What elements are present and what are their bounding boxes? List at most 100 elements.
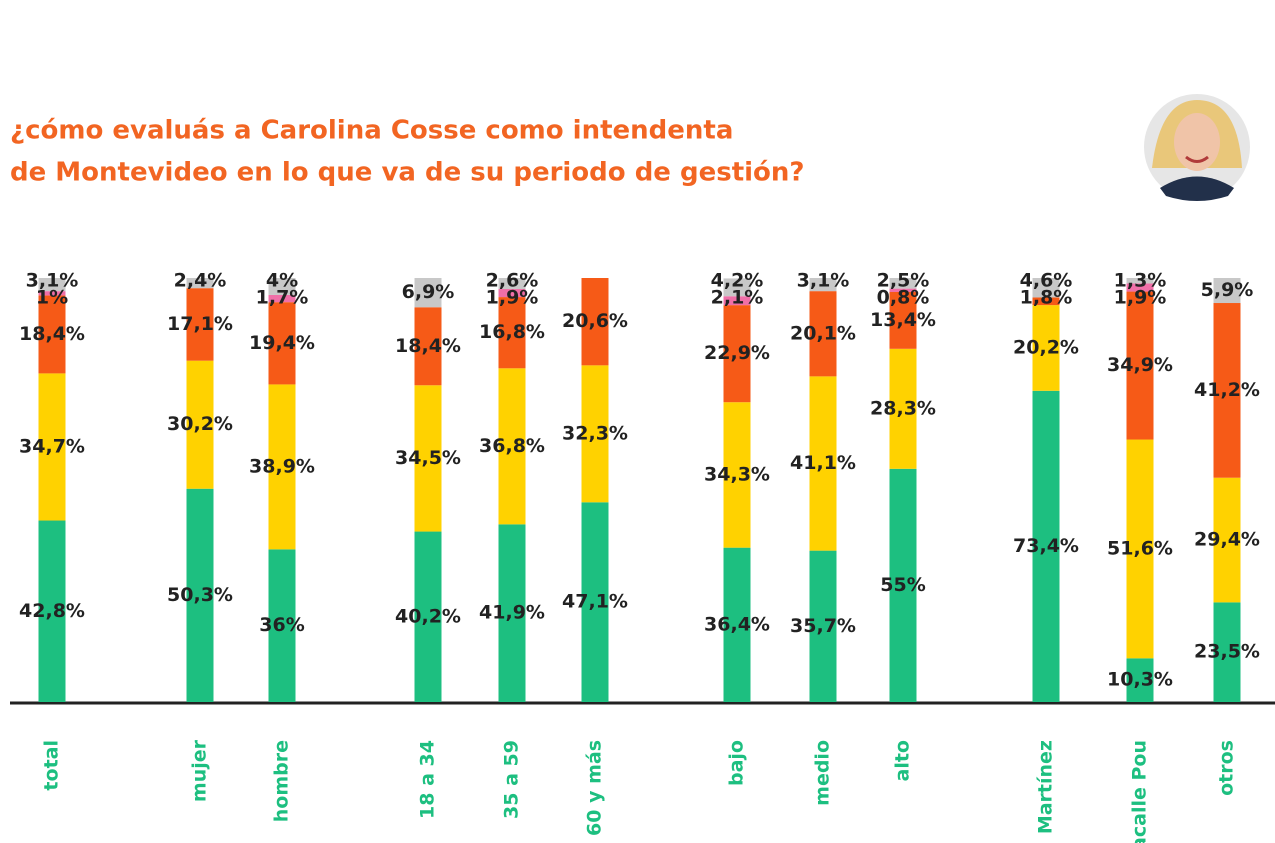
- value-label: 32,3%: [562, 422, 628, 444]
- value-label: 34,5%: [395, 447, 461, 469]
- bar-segment: [581, 502, 609, 702]
- value-label: 3,1%: [797, 270, 850, 292]
- value-label: 1,8%: [1020, 287, 1073, 309]
- value-label: 22,9%: [704, 342, 770, 364]
- bar-segment: [723, 296, 751, 306]
- value-label: 1%: [36, 287, 68, 309]
- bar-segment: [889, 291, 917, 349]
- bar-segment: [268, 549, 296, 702]
- bar-segment: [38, 520, 66, 702]
- bar-segment: [809, 291, 837, 377]
- bar-segment: [1213, 602, 1241, 702]
- value-label: 6,9%: [402, 281, 455, 303]
- bar-segment: [1126, 439, 1154, 659]
- bar-segment: [268, 302, 296, 385]
- value-label: 51,6%: [1107, 537, 1173, 559]
- value-label: 20,6%: [562, 310, 628, 332]
- value-label: 4%: [266, 270, 298, 292]
- bar-segment: [186, 278, 214, 289]
- bar-segment: [1032, 297, 1060, 306]
- bar-segment: [1213, 477, 1241, 603]
- value-label: 5,9%: [1201, 279, 1254, 301]
- bar-segment: [268, 294, 296, 303]
- bar-segment: [268, 384, 296, 550]
- value-label: 17,1%: [167, 313, 233, 335]
- value-label: 41,2%: [1194, 379, 1260, 401]
- x-tick-label: medio: [812, 740, 834, 806]
- value-label: 41,9%: [479, 602, 545, 624]
- bar-segment: [38, 373, 66, 521]
- bar-segment: [1126, 283, 1154, 292]
- bar-segment: [1126, 658, 1154, 702]
- value-label: 50,3%: [167, 584, 233, 606]
- value-label: 34,3%: [704, 463, 770, 485]
- value-label: 34,7%: [19, 435, 85, 457]
- x-tick-label: Lacalle Pou: [1129, 740, 1151, 843]
- bar-segment: [1032, 305, 1060, 391]
- value-label: 20,1%: [790, 322, 856, 344]
- value-label: 16,8%: [479, 321, 545, 343]
- bar-segment: [581, 365, 609, 503]
- x-tick-label: 18 a 34: [417, 740, 439, 819]
- value-label: 29,4%: [1194, 529, 1260, 551]
- value-label: 1,9%: [1114, 287, 1167, 309]
- bar-segment: [414, 278, 442, 308]
- value-label: 1,9%: [486, 287, 539, 309]
- value-label: 38,9%: [249, 455, 315, 477]
- bar-segment: [498, 368, 526, 525]
- bar-segment: [723, 305, 751, 403]
- value-label: 3,1%: [26, 270, 79, 292]
- bar-segment: [498, 289, 526, 298]
- chart-title: de Montevideo en lo que va de su periodo…: [10, 158, 805, 188]
- bar-segment: [889, 468, 917, 702]
- bar-segment: [414, 307, 442, 386]
- bar-segment: [414, 385, 442, 532]
- bar-segment: [268, 278, 296, 295]
- x-tick-label: 35 a 59: [501, 740, 523, 819]
- bar-segment: [723, 402, 751, 548]
- value-label: 42,8%: [19, 600, 85, 622]
- value-label: 55%: [880, 574, 925, 596]
- value-label: 40,2%: [395, 605, 461, 627]
- bar-segment: [186, 488, 214, 702]
- x-tick-label: mujer: [189, 739, 211, 802]
- value-label: 2,6%: [486, 270, 539, 292]
- value-label: 20,2%: [1013, 336, 1079, 358]
- bar-segment: [1126, 278, 1154, 284]
- portrait: [1144, 94, 1250, 201]
- bar-segment: [889, 278, 917, 289]
- value-label: 47,1%: [562, 591, 628, 613]
- value-label: 13,4%: [870, 309, 936, 331]
- value-label: 1,3%: [1114, 270, 1167, 292]
- value-label: 73,4%: [1013, 535, 1079, 557]
- bar-segment: [889, 348, 917, 469]
- value-label: 18,4%: [19, 323, 85, 345]
- bar-segment: [1213, 303, 1241, 478]
- value-label: 28,3%: [870, 397, 936, 419]
- x-tick-label: 60 y más: [584, 740, 606, 836]
- bar-segment: [1126, 291, 1154, 440]
- value-label: 2,5%: [877, 270, 930, 292]
- value-label: 18,4%: [395, 335, 461, 357]
- bar-segment: [498, 278, 526, 290]
- value-label: 35,7%: [790, 615, 856, 637]
- bar-segment: [498, 524, 526, 702]
- bar-segment: [38, 278, 66, 292]
- value-label: 4,2%: [711, 270, 764, 292]
- value-label: 0,8%: [877, 287, 930, 309]
- chart-title: ¿cómo evaluás a Carolina Cosse como inte…: [10, 116, 733, 146]
- bar-segment: [1213, 278, 1241, 304]
- bar-segment: [498, 297, 526, 369]
- value-label: 2,1%: [711, 287, 764, 309]
- x-tick-label: hombre: [271, 740, 293, 822]
- bar-segment: [723, 278, 751, 297]
- x-tick-label: alto: [892, 740, 914, 781]
- bar-segment: [1032, 278, 1060, 298]
- x-tick-label: bajo: [726, 740, 748, 786]
- bar-segment: [723, 547, 751, 702]
- bar-segment: [186, 360, 214, 489]
- value-label: 41,1%: [790, 452, 856, 474]
- value-label: 36%: [259, 614, 304, 636]
- bar-segment: [1032, 390, 1060, 702]
